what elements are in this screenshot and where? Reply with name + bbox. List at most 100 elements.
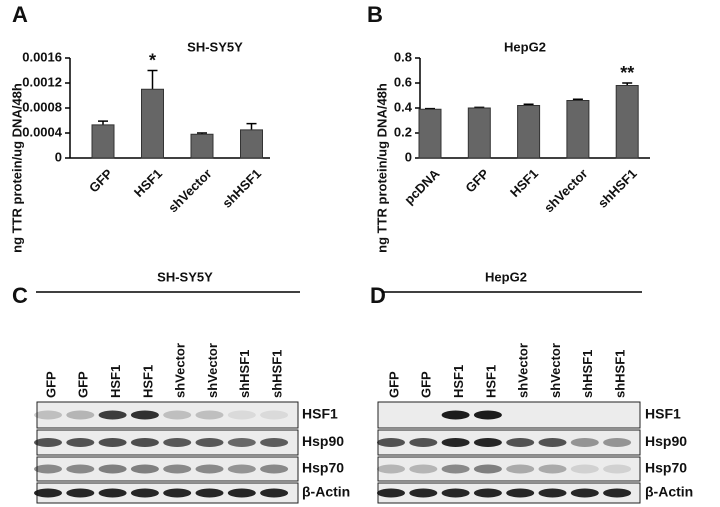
y-tick-label: 0.0004 xyxy=(22,124,63,139)
blot-band xyxy=(377,464,405,474)
y-tick-label: 0.0012 xyxy=(22,74,62,89)
blot-band xyxy=(441,410,470,420)
x-tick-label: HSF1 xyxy=(507,166,541,200)
blot-band xyxy=(260,464,289,474)
band-label: HSF1 xyxy=(302,406,338,422)
blot-band xyxy=(377,438,405,447)
blot-band xyxy=(34,464,62,474)
blot-band xyxy=(473,464,502,474)
x-tick-label: pcDNA xyxy=(401,166,443,208)
blot-band xyxy=(603,488,632,498)
bar xyxy=(517,105,541,159)
blot-band xyxy=(506,464,535,474)
blot-band xyxy=(130,438,159,447)
blot-band xyxy=(506,438,535,447)
blot-band xyxy=(227,464,256,474)
x-tick-label: HSF1 xyxy=(131,166,165,200)
x-tick-label: GFP xyxy=(462,166,492,196)
significance-label: * xyxy=(149,50,156,70)
band-label: Hsp70 xyxy=(645,460,687,476)
blot-band xyxy=(227,410,256,420)
lane-label: shVector xyxy=(516,343,531,398)
bar xyxy=(566,100,590,159)
band-label: HSF1 xyxy=(645,406,681,422)
blot-band xyxy=(506,488,535,498)
lane-label: shHSF1 xyxy=(270,350,285,398)
blot-band xyxy=(34,410,62,420)
blot-title: SH-SY5Y xyxy=(157,269,213,284)
y-tick-label: 0 xyxy=(405,149,412,164)
x-tick-label: shVector xyxy=(541,166,590,215)
blot-band xyxy=(538,438,567,447)
blot-band xyxy=(98,464,127,474)
chart-title: HepG2 xyxy=(504,39,546,54)
panel-label: C xyxy=(12,283,28,308)
y-tick-label: 0.2 xyxy=(394,124,412,139)
blot-band xyxy=(570,438,599,447)
blot-strip xyxy=(377,401,641,429)
band-label: β-Actin xyxy=(302,484,350,500)
blot-band xyxy=(98,410,127,420)
lane-label: GFP xyxy=(43,371,58,398)
lane-label: shHSF1 xyxy=(580,350,595,398)
blot-band xyxy=(570,464,599,474)
blot-band xyxy=(130,488,159,498)
lane-label: GFP xyxy=(386,371,401,398)
blot-band xyxy=(34,438,62,447)
bar xyxy=(467,107,491,159)
lane-label: shVector xyxy=(548,343,563,398)
blot-band xyxy=(409,464,438,474)
blot-band xyxy=(163,464,192,474)
blot-band xyxy=(195,488,224,498)
blot-band xyxy=(227,488,256,498)
y-tick-label: 0.6 xyxy=(394,74,412,89)
blot-band xyxy=(98,488,127,498)
blot-band xyxy=(409,438,438,447)
lane-label: HSF1 xyxy=(451,365,466,398)
bar xyxy=(91,124,115,159)
blot-band xyxy=(163,438,192,447)
y-tick-label: 0.8 xyxy=(394,49,412,64)
blot-band xyxy=(163,488,192,498)
blot-title: HepG2 xyxy=(485,269,527,284)
y-tick-label: 0 xyxy=(55,149,62,164)
lane-label: shVector xyxy=(173,343,188,398)
band-label: Hsp70 xyxy=(302,460,344,476)
panel-label: A xyxy=(12,2,28,27)
blot-band xyxy=(473,410,502,420)
band-label: β-Actin xyxy=(645,484,693,500)
blot-band xyxy=(163,410,192,420)
blot-band xyxy=(538,464,567,474)
band-label: Hsp90 xyxy=(645,433,687,449)
lane-label: HSF1 xyxy=(483,365,498,398)
blot-band xyxy=(130,464,159,474)
y-axis-label: ng TTR protein/ug DNA/48h xyxy=(9,83,24,253)
blot-band xyxy=(195,410,224,420)
blot-band xyxy=(441,488,470,498)
blot-band xyxy=(260,410,289,420)
bar xyxy=(141,88,164,159)
lane-label: GFP xyxy=(76,371,91,398)
blot-band xyxy=(603,438,632,447)
blot-band xyxy=(377,488,405,498)
blot-band xyxy=(473,488,502,498)
y-tick-label: 0.4 xyxy=(394,99,413,114)
lane-label: HSF1 xyxy=(108,365,123,398)
blot-band xyxy=(441,464,470,474)
lane-label: GFP xyxy=(419,371,434,398)
significance-label: ** xyxy=(620,63,634,83)
blot-band xyxy=(227,438,256,447)
band-label: Hsp90 xyxy=(302,433,344,449)
panel-label: D xyxy=(370,283,386,308)
blot-strip xyxy=(36,456,299,482)
blot-band xyxy=(441,438,470,447)
bar xyxy=(418,108,442,159)
y-tick-label: 0.0008 xyxy=(22,99,62,114)
bar xyxy=(190,133,214,159)
x-tick-label: GFP xyxy=(86,166,116,196)
blot-band xyxy=(260,438,289,447)
blot-band xyxy=(473,438,502,447)
y-tick-label: 0.0016 xyxy=(22,49,62,64)
bar xyxy=(240,129,263,159)
blot-band xyxy=(66,438,95,447)
